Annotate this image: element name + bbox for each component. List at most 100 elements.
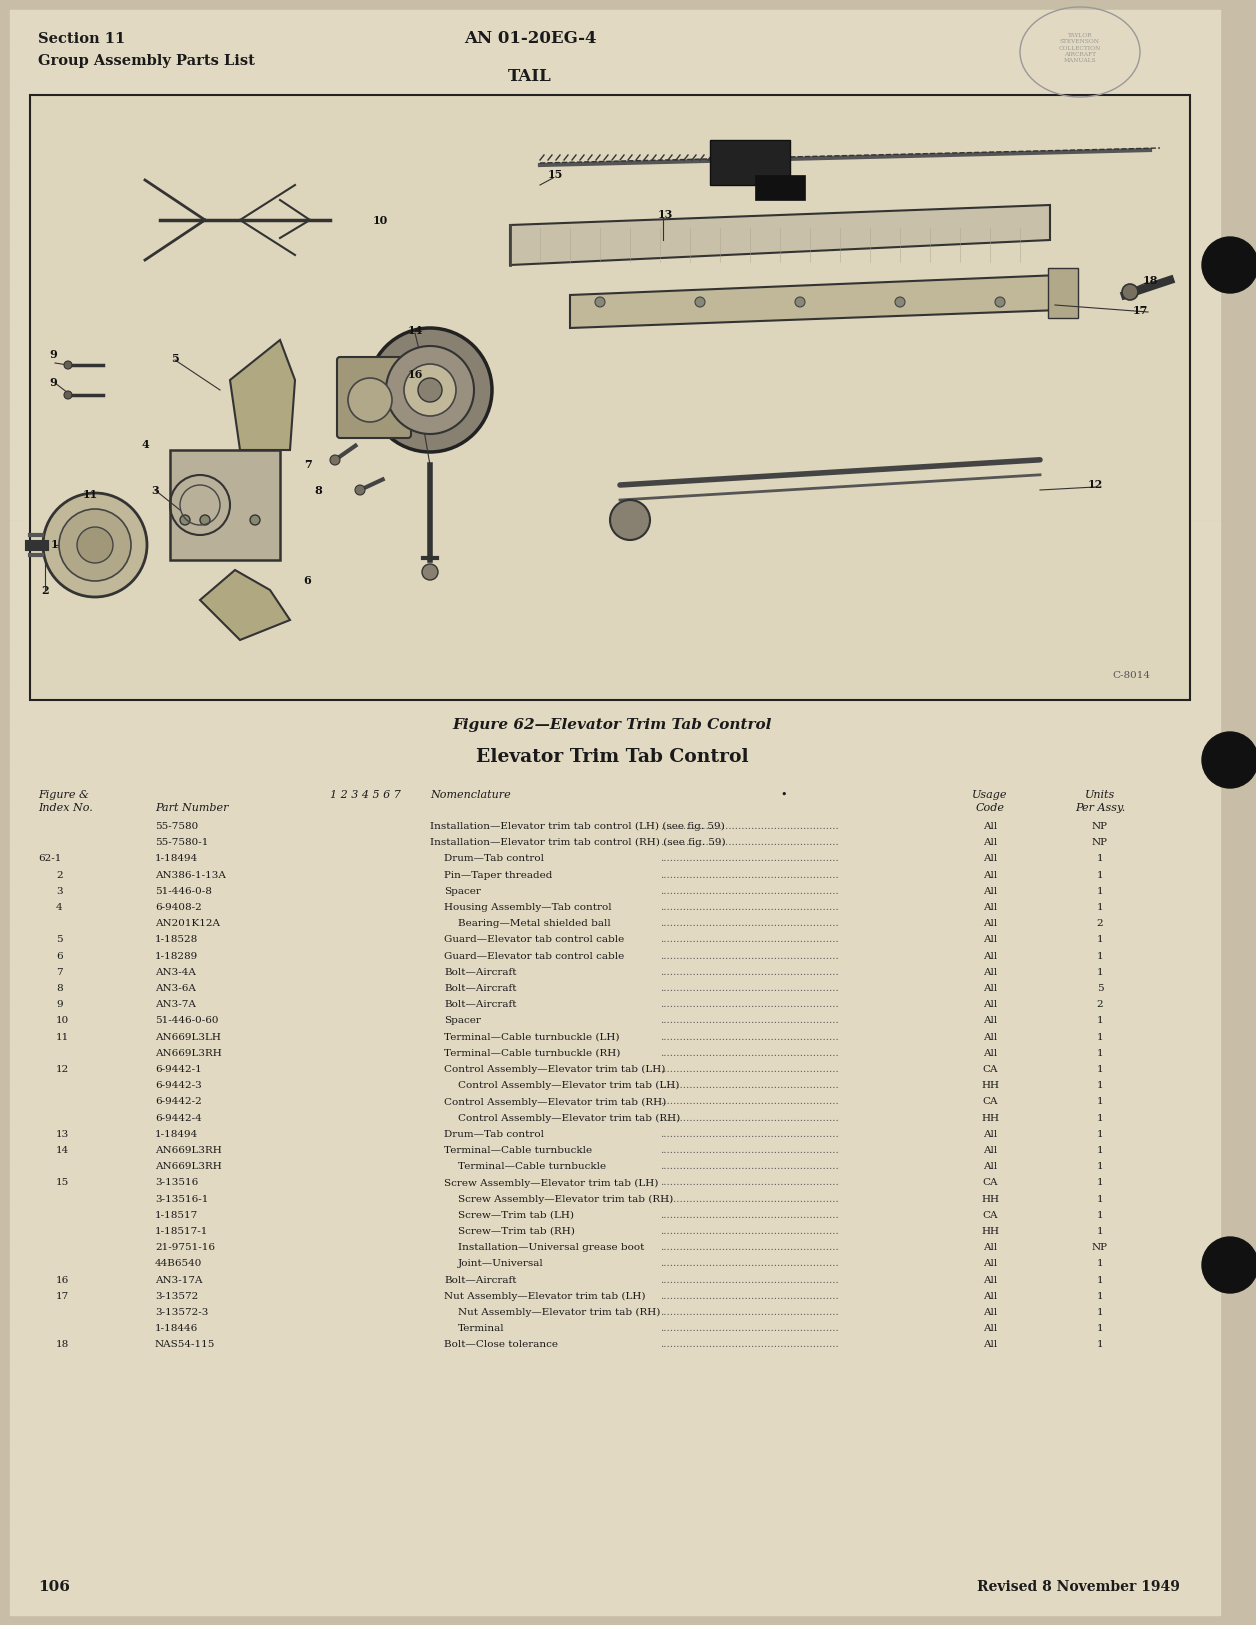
Text: 1-18517-1: 1-18517-1 [154,1227,208,1237]
Text: NP: NP [1091,822,1108,830]
Text: All: All [983,985,997,993]
Text: All: All [983,1129,997,1139]
Text: 21-9751-16: 21-9751-16 [154,1243,215,1253]
Polygon shape [230,340,295,450]
Text: 1: 1 [1096,1129,1103,1139]
Text: 17: 17 [1133,304,1148,315]
Text: .......................................................: ........................................… [659,936,839,944]
Text: 1: 1 [1096,1113,1103,1123]
Text: NP: NP [1091,838,1108,847]
Text: HH: HH [981,1113,999,1123]
Circle shape [64,361,72,369]
Bar [1048,268,1078,318]
Circle shape [795,297,805,307]
Text: .......................................................: ........................................… [659,1324,839,1332]
Text: All: All [983,1341,997,1349]
Text: All: All [983,838,997,847]
Text: 51-446-0-8: 51-446-0-8 [154,887,212,895]
Circle shape [180,515,190,525]
Text: AN3-7A: AN3-7A [154,1001,196,1009]
Text: 18: 18 [1142,275,1158,286]
Circle shape [595,297,605,307]
Text: 5: 5 [1096,985,1103,993]
Text: Section 11: Section 11 [38,32,126,46]
Text: 10: 10 [57,1016,69,1025]
Circle shape [368,328,492,452]
Circle shape [386,346,474,434]
Text: Control Assembly—Elevator trim tab (LH): Control Assembly—Elevator trim tab (LH) [445,1064,666,1074]
Text: Bolt—Aircraft: Bolt—Aircraft [445,968,516,977]
Text: AN3-6A: AN3-6A [154,985,196,993]
Text: HH: HH [981,1194,999,1204]
Text: Units: Units [1085,790,1115,800]
Text: .......................................................: ........................................… [659,1146,839,1155]
Text: 1: 1 [1096,1324,1103,1332]
Text: 6: 6 [303,575,311,585]
Text: C-8014: C-8014 [1112,671,1150,679]
Text: 6: 6 [57,952,63,960]
Text: Part Number: Part Number [154,803,229,812]
Text: 4: 4 [57,904,63,912]
Text: Installation—Elevator trim tab control (LH) (see fig. 59): Installation—Elevator trim tab control (… [430,822,725,830]
Text: Per Assy.: Per Assy. [1075,803,1125,812]
Text: AN669L3RH: AN669L3RH [154,1162,222,1172]
Circle shape [77,526,113,562]
Text: 1: 1 [1096,952,1103,960]
Text: .......................................................: ........................................… [659,855,839,863]
Text: All: All [983,855,997,863]
Circle shape [422,564,438,580]
Text: All: All [983,1324,997,1332]
Text: 10: 10 [372,214,388,226]
Bar [170,450,280,561]
Circle shape [418,379,442,401]
Text: .......................................................: ........................................… [659,1016,839,1025]
Text: 6-9442-1: 6-9442-1 [154,1064,202,1074]
Bar [30,94,1189,700]
Text: All: All [983,887,997,895]
Text: 1: 1 [1096,1146,1103,1155]
Text: .......................................................: ........................................… [659,887,839,895]
Text: Pin—Taper threaded: Pin—Taper threaded [445,871,553,879]
Text: NAS54-115: NAS54-115 [154,1341,215,1349]
Text: Nomenclature: Nomenclature [430,790,511,800]
Circle shape [355,484,365,496]
Text: All: All [983,920,997,928]
Text: 6-9442-4: 6-9442-4 [154,1113,202,1123]
Text: 1: 1 [1096,1211,1103,1220]
Text: Control Assembly—Elevator trim tab (RH): Control Assembly—Elevator trim tab (RH) [445,1097,666,1107]
Text: 11: 11 [57,1032,69,1042]
Text: Code: Code [976,803,1005,812]
Circle shape [1122,284,1138,301]
Text: 1 2 3 4 5 6 7: 1 2 3 4 5 6 7 [330,790,401,800]
Bar [755,176,805,200]
Text: .......................................................: ........................................… [659,904,839,912]
Circle shape [1202,1237,1256,1294]
Text: 1: 1 [1096,1292,1103,1300]
Text: 3-13516-1: 3-13516-1 [154,1194,208,1204]
Text: .......................................................: ........................................… [659,1292,839,1300]
Text: Screw—Trim tab (LH): Screw—Trim tab (LH) [458,1211,574,1220]
Text: AN386-1-13A: AN386-1-13A [154,871,226,879]
Text: 6-9442-3: 6-9442-3 [154,1081,202,1090]
Text: .......................................................: ........................................… [659,1113,839,1123]
Circle shape [1202,237,1256,292]
Text: 4: 4 [141,439,149,450]
Text: 7: 7 [304,460,311,471]
Text: 1: 1 [1096,1016,1103,1025]
Text: 1-18494: 1-18494 [154,1129,198,1139]
Text: Joint—Universal: Joint—Universal [458,1259,544,1269]
Text: All: All [983,1276,997,1285]
Text: .......................................................: ........................................… [659,1276,839,1285]
Circle shape [348,379,392,422]
Text: All: All [983,871,997,879]
Text: 9: 9 [49,349,57,361]
Text: 1-18446: 1-18446 [154,1324,198,1332]
Text: 2: 2 [41,585,49,595]
Text: All: All [983,1292,997,1300]
Text: 1: 1 [1096,1308,1103,1316]
Text: All: All [983,1001,997,1009]
Polygon shape [570,275,1060,328]
Text: .......................................................: ........................................… [659,1129,839,1139]
Text: .......................................................: ........................................… [659,1097,839,1107]
Text: HH: HH [981,1081,999,1090]
